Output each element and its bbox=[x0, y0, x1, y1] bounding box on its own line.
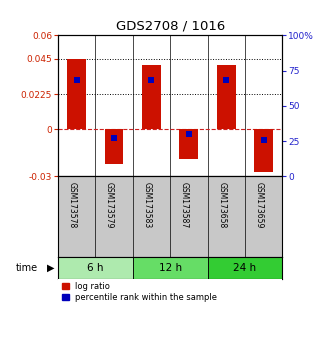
Text: 6 h: 6 h bbox=[87, 263, 103, 273]
Text: ▶: ▶ bbox=[47, 263, 54, 273]
Bar bbox=[58, 257, 133, 279]
Text: 24 h: 24 h bbox=[233, 263, 256, 273]
Bar bbox=[133, 257, 208, 279]
Bar bbox=[67, 59, 86, 129]
Text: GSM173583: GSM173583 bbox=[143, 182, 152, 228]
Point bbox=[74, 78, 79, 83]
Point bbox=[111, 135, 117, 141]
Bar bbox=[179, 129, 198, 159]
Text: GSM173587: GSM173587 bbox=[180, 182, 189, 228]
Bar bbox=[254, 129, 273, 171]
Text: GSM173659: GSM173659 bbox=[255, 182, 264, 228]
Bar bbox=[142, 65, 161, 129]
Point bbox=[186, 131, 191, 137]
Point bbox=[149, 78, 154, 83]
Text: GSM173658: GSM173658 bbox=[217, 182, 226, 228]
Bar bbox=[217, 65, 236, 129]
Point bbox=[261, 137, 266, 142]
Text: GSM173578: GSM173578 bbox=[67, 182, 76, 228]
Text: 12 h: 12 h bbox=[159, 263, 182, 273]
Legend: log ratio, percentile rank within the sample: log ratio, percentile rank within the sa… bbox=[62, 282, 217, 302]
Point bbox=[224, 78, 229, 83]
Bar bbox=[105, 129, 123, 164]
Title: GDS2708 / 1016: GDS2708 / 1016 bbox=[116, 20, 225, 33]
Text: time: time bbox=[16, 263, 38, 273]
Text: GSM173579: GSM173579 bbox=[105, 182, 114, 228]
Bar bbox=[208, 257, 282, 279]
